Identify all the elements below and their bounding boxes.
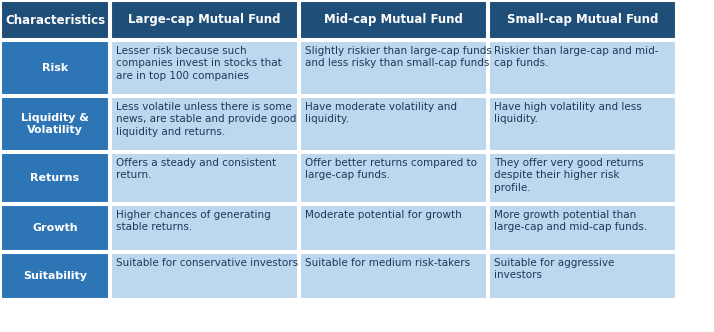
Text: Have moderate volatility and
liquidity.: Have moderate volatility and liquidity. xyxy=(305,102,457,124)
Text: Suitable for aggressive
investors: Suitable for aggressive investors xyxy=(494,258,614,281)
Text: Liquidity &
Volatility: Liquidity & Volatility xyxy=(21,113,89,135)
Bar xyxy=(111,205,298,251)
Text: Offers a steady and consistent
return.: Offers a steady and consistent return. xyxy=(116,158,276,180)
Bar xyxy=(489,97,676,151)
Bar xyxy=(111,1,298,39)
Text: Growth: Growth xyxy=(32,223,78,233)
Text: More growth potential than
large-cap and mid-cap funds.: More growth potential than large-cap and… xyxy=(494,210,648,232)
Text: Suitable for medium risk-takers: Suitable for medium risk-takers xyxy=(305,258,470,268)
Text: Slightly riskier than large-cap funds
and less risky than small-cap funds: Slightly riskier than large-cap funds an… xyxy=(305,46,492,68)
Bar xyxy=(489,41,676,95)
Bar xyxy=(111,253,298,299)
Bar xyxy=(489,253,676,299)
Bar xyxy=(300,153,487,203)
Text: Higher chances of generating
stable returns.: Higher chances of generating stable retu… xyxy=(116,210,271,232)
Text: They offer very good returns
despite their higher risk
profile.: They offer very good returns despite the… xyxy=(494,158,643,193)
Text: Less volatile unless there is some
news, are stable and provide good
liquidity a: Less volatile unless there is some news,… xyxy=(116,102,296,137)
Text: Risk: Risk xyxy=(42,63,68,73)
Bar xyxy=(489,1,676,39)
Text: Suitable for conservative investors: Suitable for conservative investors xyxy=(116,258,298,268)
Bar xyxy=(300,253,487,299)
Bar xyxy=(1,41,109,95)
Text: Have high volatility and less
liquidity.: Have high volatility and less liquidity. xyxy=(494,102,642,124)
Bar xyxy=(1,153,109,203)
Bar xyxy=(111,97,298,151)
Bar xyxy=(111,153,298,203)
Bar xyxy=(300,205,487,251)
Text: Characteristics: Characteristics xyxy=(5,14,105,27)
Bar xyxy=(1,205,109,251)
Bar xyxy=(489,205,676,251)
Bar xyxy=(300,1,487,39)
Text: Offer better returns compared to
large-cap funds.: Offer better returns compared to large-c… xyxy=(305,158,477,180)
Bar xyxy=(1,1,109,39)
Bar xyxy=(1,253,109,299)
Text: Returns: Returns xyxy=(31,173,79,183)
Bar xyxy=(300,41,487,95)
Text: Suitability: Suitability xyxy=(23,271,87,281)
Text: Small-cap Mutual Fund: Small-cap Mutual Fund xyxy=(507,14,658,27)
Text: Large-cap Mutual Fund: Large-cap Mutual Fund xyxy=(129,14,281,27)
Bar xyxy=(300,97,487,151)
Bar xyxy=(489,153,676,203)
Text: Moderate potential for growth: Moderate potential for growth xyxy=(305,210,462,220)
Text: Mid-cap Mutual Fund: Mid-cap Mutual Fund xyxy=(324,14,463,27)
Text: Riskier than large-cap and mid-
cap funds.: Riskier than large-cap and mid- cap fund… xyxy=(494,46,658,68)
Bar xyxy=(1,97,109,151)
Bar xyxy=(111,41,298,95)
Text: Lesser risk because such
companies invest in stocks that
are in top 100 companie: Lesser risk because such companies inves… xyxy=(116,46,282,81)
